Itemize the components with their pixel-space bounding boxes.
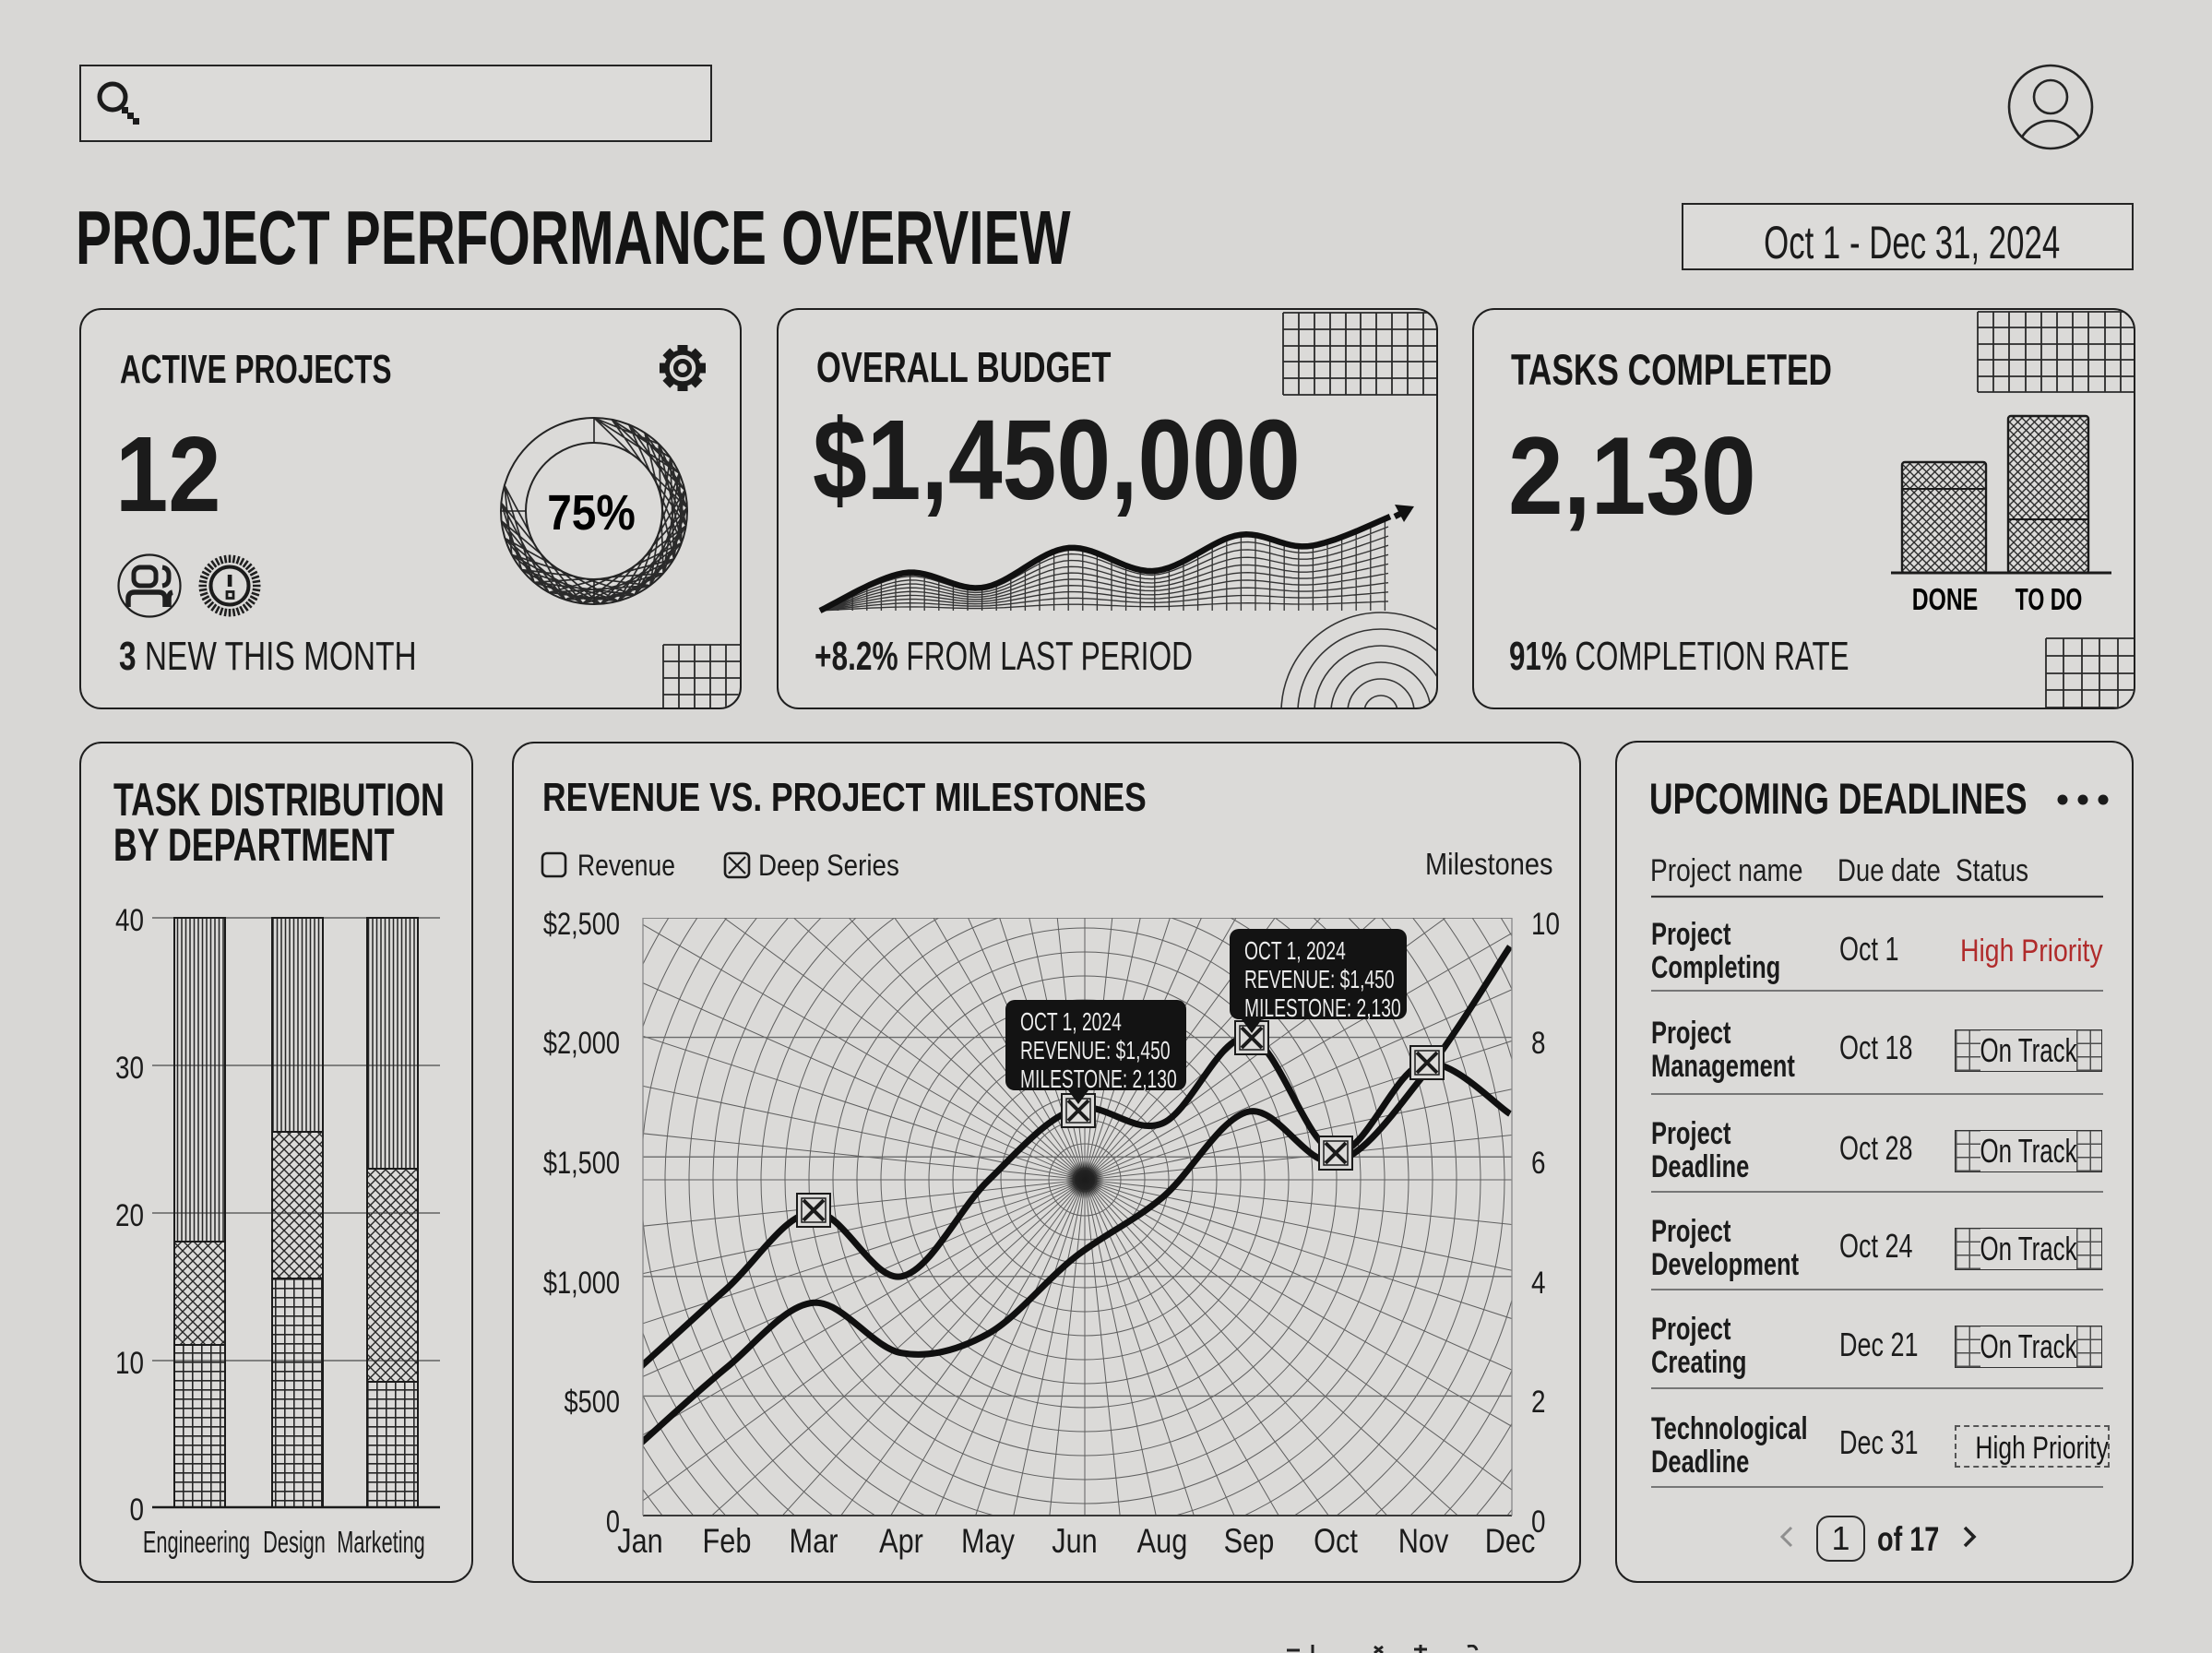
svg-text:$2,000: $2,000: [543, 1025, 620, 1061]
svg-text:8: 8: [1531, 1025, 1546, 1060]
svg-text:30: 30: [115, 1050, 144, 1085]
svg-text:$1,000: $1,000: [543, 1265, 620, 1301]
svg-text:Sep: Sep: [1224, 1522, 1275, 1560]
svg-text:6: 6: [1531, 1145, 1546, 1180]
svg-text:MILESTONE: 2,130: MILESTONE: 2,130: [1020, 1066, 1177, 1094]
svg-text:Oct: Oct: [1314, 1522, 1358, 1560]
svg-text:May: May: [961, 1522, 1015, 1560]
svg-text:0: 0: [606, 1504, 620, 1540]
svg-text:MILESTONE: 2,130: MILESTONE: 2,130: [1244, 995, 1401, 1023]
svg-text:Marketing: Marketing: [337, 1525, 425, 1559]
svg-text:Design: Design: [263, 1525, 326, 1559]
svg-text:$2,500: $2,500: [543, 906, 620, 942]
svg-text:40: 40: [115, 902, 144, 937]
svg-text:Dec: Dec: [1485, 1522, 1536, 1560]
svg-text:Jun: Jun: [1052, 1522, 1098, 1560]
svg-text:Mar: Mar: [790, 1522, 838, 1560]
svg-text:REVENUE: $1,450: REVENUE: $1,450: [1020, 1038, 1171, 1065]
svg-text:OCT 1, 2024: OCT 1, 2024: [1244, 938, 1346, 966]
svg-text:2: 2: [1531, 1384, 1546, 1419]
svg-text:0: 0: [1531, 1504, 1546, 1539]
svg-text:Nov: Nov: [1398, 1522, 1449, 1560]
svg-text:10: 10: [115, 1345, 144, 1380]
svg-text:20: 20: [115, 1197, 144, 1232]
svg-text:OCT 1, 2024: OCT 1, 2024: [1020, 1009, 1122, 1037]
svg-text:Feb: Feb: [703, 1522, 752, 1560]
svg-text:0: 0: [129, 1492, 144, 1527]
svg-text:TO DO: TO DO: [2016, 583, 2083, 617]
svg-text:REVENUE: $1,450: REVENUE: $1,450: [1244, 967, 1395, 994]
svg-text:Jan: Jan: [617, 1522, 663, 1560]
svg-text:Aug: Aug: [1137, 1522, 1188, 1560]
svg-text:Apr: Apr: [879, 1522, 923, 1560]
svg-text:Engineering: Engineering: [143, 1525, 250, 1559]
svg-text:4: 4: [1531, 1265, 1546, 1300]
svg-text:75%: 75%: [547, 484, 636, 540]
svg-text:DONE: DONE: [1912, 584, 1978, 617]
svg-text:$1,500: $1,500: [543, 1145, 620, 1181]
svg-text:10: 10: [1531, 906, 1560, 941]
svg-text:$500: $500: [565, 1384, 620, 1420]
